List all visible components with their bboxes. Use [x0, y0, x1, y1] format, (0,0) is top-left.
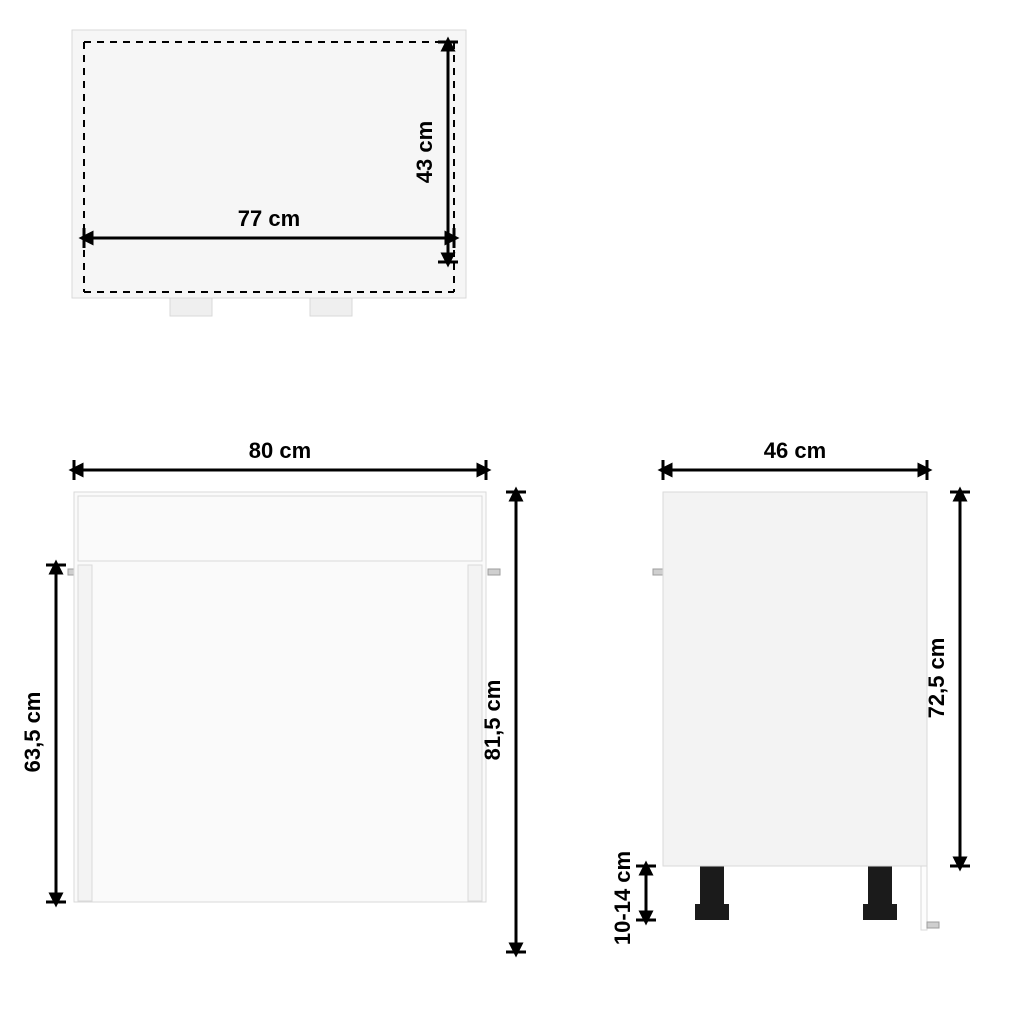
dim-label-top-height: 43 cm: [412, 121, 437, 183]
dim-label-front-height-open: 63,5 cm: [20, 692, 45, 773]
top-view: [72, 30, 466, 316]
dim-label-side-width: 46 cm: [764, 438, 826, 463]
dim-label-front-height-full: 81,5 cm: [480, 680, 505, 761]
dimension-drawing: 77 cm 43 cm 80 cm 81,5 cm 63,5 cm 46 cm 72,5 c…: [0, 0, 1024, 1024]
dim-label-side-height: 72,5 cm: [924, 638, 949, 719]
dim-label-side-foot: 10-14 cm: [610, 851, 635, 945]
dim-label-top-width: 77 cm: [238, 206, 300, 231]
dim-label-front-width: 80 cm: [249, 438, 311, 463]
